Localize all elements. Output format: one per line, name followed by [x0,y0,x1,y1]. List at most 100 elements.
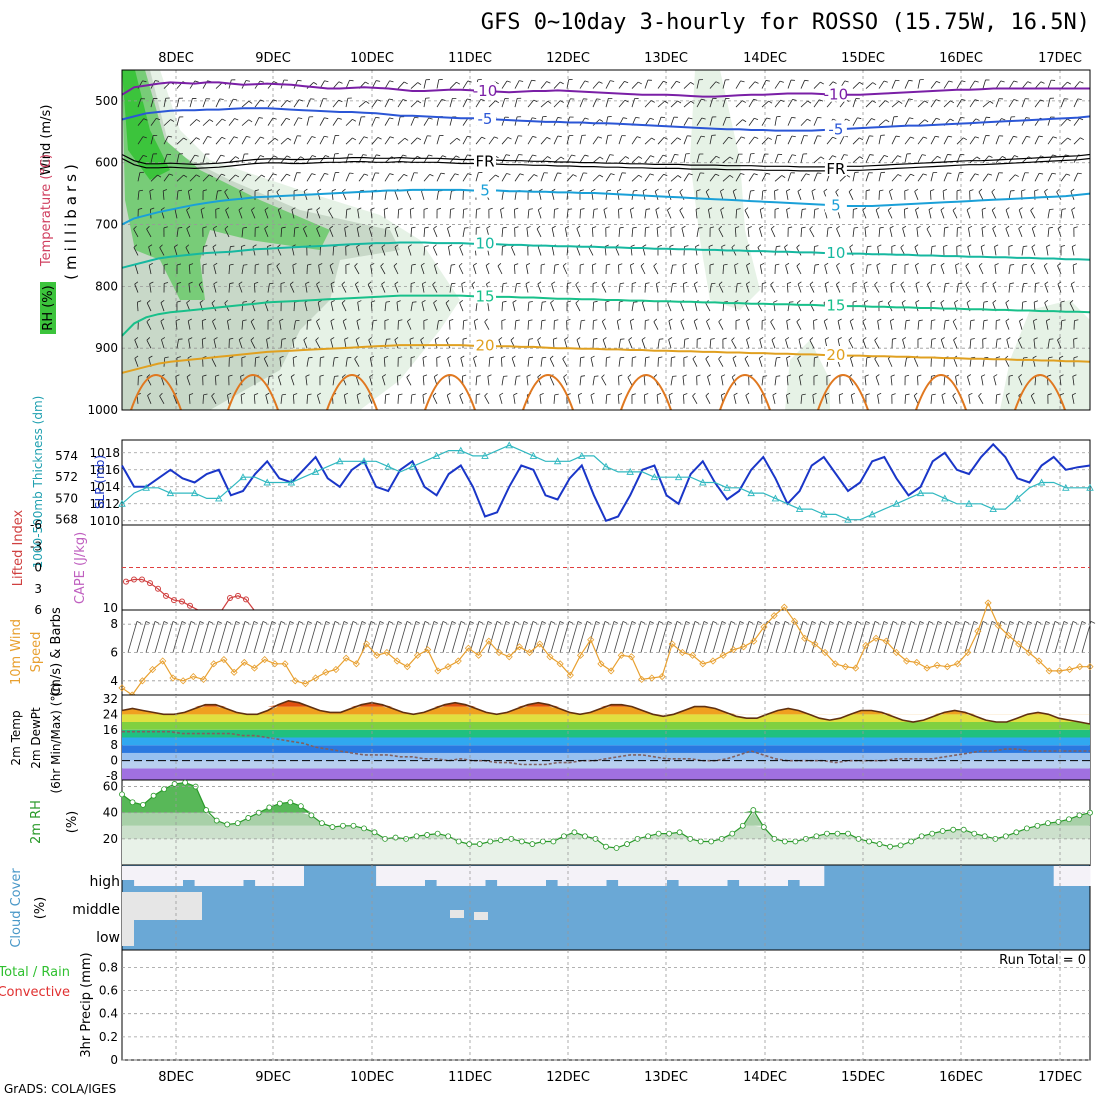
barb [809,339,815,349]
barb [371,99,378,108]
wind10-marker [189,673,197,681]
barb [770,228,776,238]
barb [981,227,984,237]
barb-flag [265,392,270,396]
barb [631,136,638,145]
barb10-flag [1009,620,1015,624]
barb-flag [286,99,291,103]
barb-flag [176,300,181,303]
barb-flag [820,81,825,85]
barb [1073,98,1079,108]
warm-contour-2 [326,374,378,411]
barb [746,339,750,349]
barb-flag [134,337,139,341]
barb-flag [337,117,342,120]
barb-flag [432,281,436,285]
barb [446,395,451,404]
barb-flag [293,393,298,396]
barb [904,117,910,126]
cloud-high-clear [666,866,680,880]
barb [771,339,776,349]
barb-flag [564,337,569,340]
barb [904,173,911,182]
stability-grid [122,525,1090,610]
barb [200,209,204,219]
barb-flag [369,374,374,377]
barb [915,302,919,312]
contour-label-10-0: 10 [475,235,494,253]
wind10-marker [862,641,870,649]
thk-marker [578,451,586,459]
barb [969,80,976,89]
barb-flag [645,356,650,359]
barb [501,80,508,89]
barb-flag [325,155,330,158]
barb-flag [338,99,343,103]
barb [134,284,139,293]
barb-flag [952,392,956,397]
barb [917,100,925,108]
barb-flag [650,100,655,103]
barb-flag [766,172,771,175]
barb [175,376,178,386]
rh-area-right3 [785,340,830,410]
wind10-marker [597,660,605,668]
barb-flag [852,282,857,284]
barb [889,228,893,238]
barb-flag [486,281,491,285]
label-wind10-b: Speed [29,632,44,673]
li-tick-6: 6 [34,603,42,617]
barb [551,228,555,237]
series-wind10 [121,601,1090,696]
barb-flag [737,282,742,285]
barb-flag [900,281,904,285]
barb-flag [1047,374,1052,377]
barb [631,81,639,89]
barb [1008,80,1015,89]
thk-marker [795,505,804,513]
wind10-marker [811,640,819,648]
barb-flag [538,207,542,211]
barb-flag [1039,172,1044,175]
barb [293,172,298,182]
barb10 [604,621,615,653]
barb-flag [645,282,650,284]
barb [137,118,145,126]
barb [410,100,418,108]
barb [501,137,509,145]
barb-flag [228,374,233,377]
barb [449,265,452,275]
barb-flag [947,154,952,156]
barb10 [1072,621,1083,653]
barb10 [136,621,147,653]
barb-flag [931,319,936,322]
barb [618,172,623,182]
temp-band-3 [122,745,1090,753]
barb [696,172,701,182]
barb-flag [436,207,442,210]
barb-flag [385,301,391,303]
thk-marker [1062,483,1070,491]
barb [161,339,165,349]
barb-flag [203,393,208,396]
barb [394,228,399,238]
thk-marker [481,451,489,459]
barb-flag [674,154,679,156]
barb-flag [1034,300,1039,303]
barb-flag [307,319,312,322]
wind10-marker [689,651,697,659]
barb-flag [138,208,143,210]
barb [902,228,906,238]
barb [432,284,438,293]
barb-flag [297,79,302,82]
y-tick-1000: 1000 [87,403,118,417]
barb-flag [575,300,580,304]
barb [319,98,324,108]
barb [579,80,586,89]
barb [1069,302,1075,312]
barb-flag [357,300,362,303]
wind10-marker [149,665,157,674]
barb [696,79,700,89]
barb-flag [836,262,840,267]
barb10 [766,621,777,653]
